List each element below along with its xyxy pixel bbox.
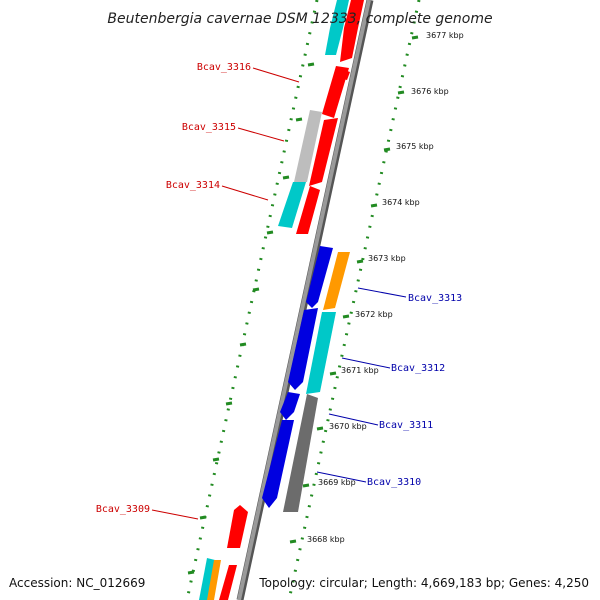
gene-block-gray-3311: [283, 394, 318, 512]
gene-block-red-3314: [296, 186, 320, 234]
gene-label-bcav-3311[interactable]: Bcav_3311: [379, 420, 433, 431]
gene-block-orange-bottom: [207, 560, 221, 600]
gene-label-bcav-3310[interactable]: Bcav_3310: [367, 477, 421, 488]
gene-block-cyan-3312: [306, 312, 336, 394]
gene-block-red-top: [340, 0, 364, 62]
gene-block-blue-3312: [288, 308, 318, 390]
gene-block-blue-3310: [262, 420, 294, 508]
gene-label-bcav-3312[interactable]: Bcav_3312: [391, 363, 445, 374]
gene-label-bcav-3314[interactable]: Bcav_3314: [166, 180, 220, 191]
scale-label-3670: 3670 kbp: [329, 422, 367, 431]
scale-ticks: [187, 35, 419, 575]
gene-block-lightgray-3315: [294, 110, 322, 182]
gene-block-orange-3313: [323, 252, 350, 310]
gene-label-bcav-3316[interactable]: Bcav_3316: [197, 62, 251, 73]
scale-label-3672: 3672 kbp: [355, 310, 393, 319]
scale-label-3669: 3669 kbp: [318, 478, 356, 487]
scale-label-3675: 3675 kbp: [396, 142, 434, 151]
scale-label-3677: 3677 kbp: [426, 31, 464, 40]
gene-block-cyan-3314: [278, 182, 306, 228]
gene-block-cyan-bottom: [199, 558, 215, 600]
gene-block-red-3316: [322, 66, 349, 118]
scale-label-3674: 3674 kbp: [382, 198, 420, 207]
gene-label-bcav-3313[interactable]: Bcav_3313: [408, 293, 462, 304]
gene-label-bcav-3315[interactable]: Bcav_3315: [182, 122, 236, 133]
gene-block-blue-3311: [280, 392, 300, 420]
gene-block-cyan-top: [325, 0, 349, 55]
accession-text: Accession: NC_012669: [9, 576, 145, 590]
scale-label-3673: 3673 kbp: [368, 254, 406, 263]
gene-block-red-3309: [227, 505, 248, 548]
gene-block-blue-3313: [306, 246, 333, 308]
gene-block-red-3316-arrow: [336, 68, 350, 80]
leader-lines: [151, 67, 407, 520]
gene-block-red-3315: [309, 118, 338, 186]
scale-label-3668: 3668 kbp: [307, 535, 345, 544]
gene-block-red-bottom: [219, 565, 237, 600]
scale-label-3671: 3671 kbp: [341, 366, 379, 375]
backbone: [237, 0, 371, 600]
gene-blocks: [199, 0, 364, 600]
gene-label-bcav-3309[interactable]: Bcav_3309: [96, 504, 150, 515]
genome-summary-text: Topology: circular; Length: 4,669,183 bp…: [258, 576, 589, 590]
scale-label-3676: 3676 kbp: [411, 87, 449, 96]
map-title: Beutenbergia cavernae DSM 12333, complet…: [107, 11, 492, 27]
